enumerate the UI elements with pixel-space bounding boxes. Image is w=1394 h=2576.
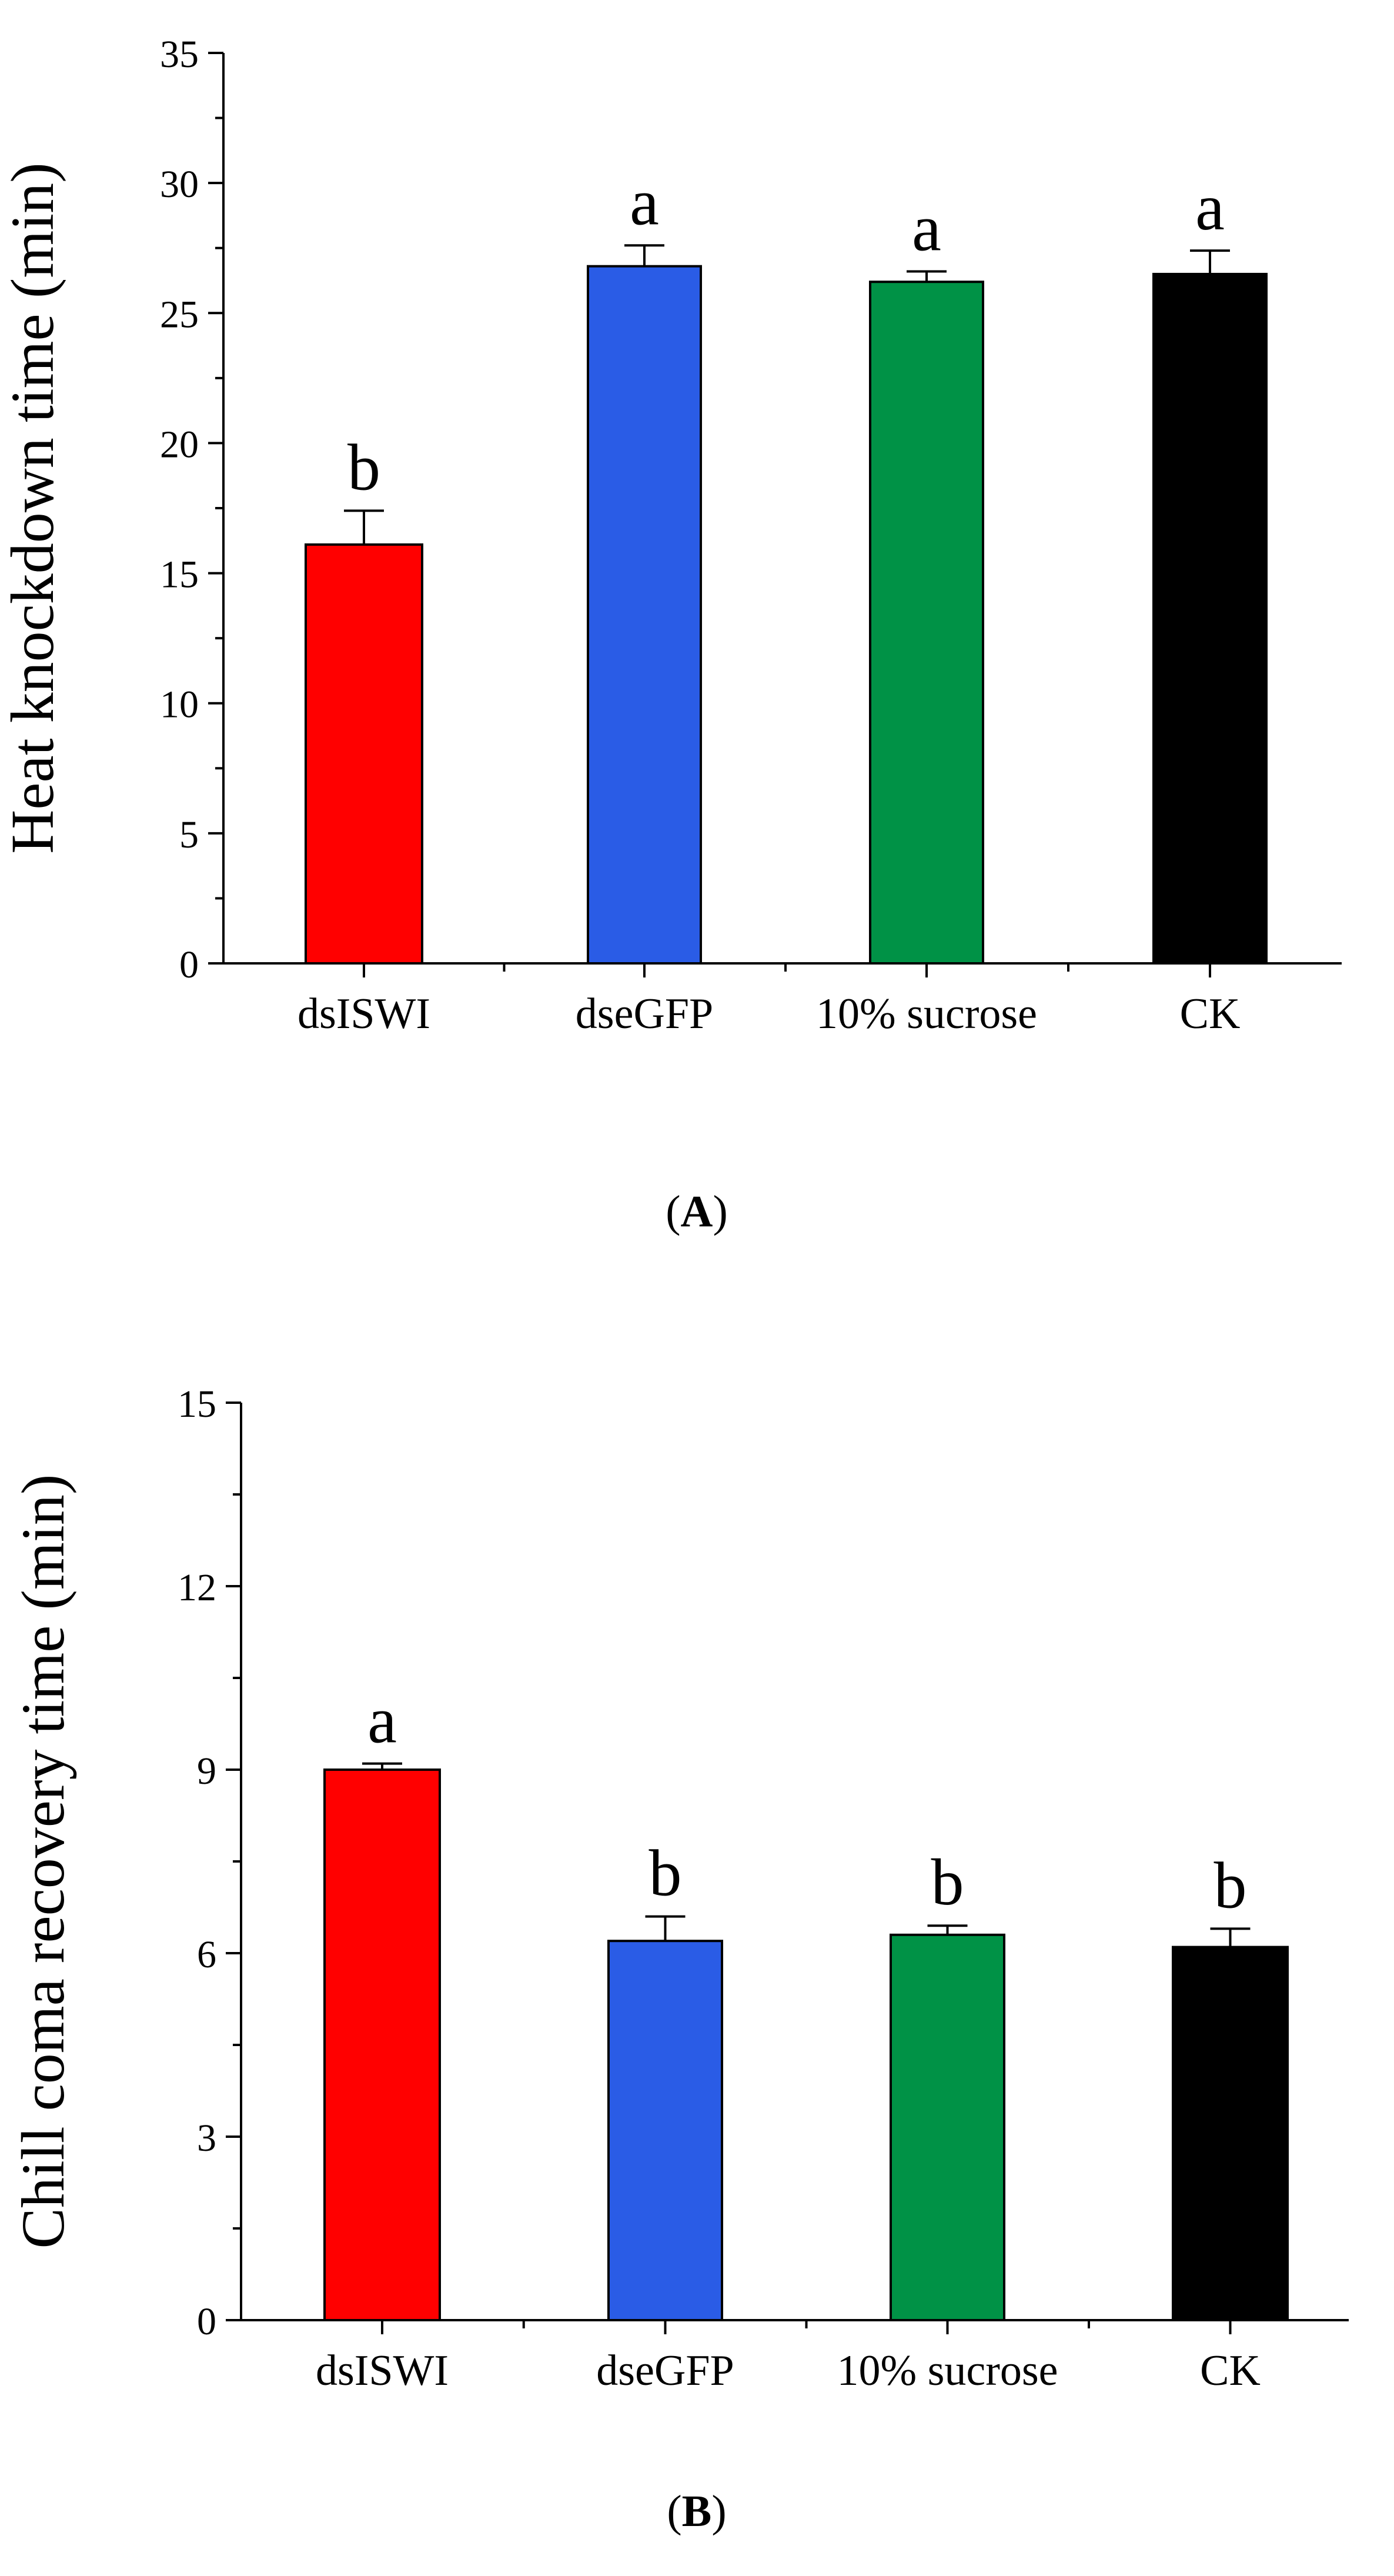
x-tick-label: dseGFP: [596, 2347, 734, 2395]
y-tick-label: 20: [160, 423, 199, 466]
panel-a-chart: 0 5 10 15 20 25 30 35 b dsISWI a dseGFP a 10% sucrose…: [0, 33, 1342, 1236]
panel-caption: (A): [666, 1187, 728, 1236]
x-tick-label: dseGFP: [576, 990, 713, 1038]
y-tick-label: 10: [160, 683, 199, 726]
panel-caption: (B): [667, 2487, 726, 2536]
y-tick-label: 15: [178, 1383, 216, 1426]
significance-letter: a: [1195, 171, 1225, 244]
x-tick-label: 10% sucrose: [837, 2347, 1058, 2395]
x-tick-label: 10% sucrose: [816, 990, 1037, 1038]
y-tick-label: 9: [197, 1750, 216, 1793]
x-tick-label: dsISWI: [316, 2347, 449, 2395]
y-tick-label: 5: [179, 813, 199, 856]
panel-b-chart: 0 3 6 9 12 15 a dsISWI b dseGFP b 10% sucrose b CK Chi…: [9, 1383, 1349, 2536]
caption-open-paren: (: [667, 2487, 681, 2536]
bar: [1172, 1946, 1289, 2322]
bar: [869, 281, 984, 965]
significance-letter: b: [931, 1846, 964, 1919]
y-axis-title: Chill coma recovery time (min): [9, 1474, 77, 2249]
y-tick-label: 15: [160, 553, 199, 596]
significance-letter: b: [1214, 1849, 1247, 1922]
x-tick-label: dsISWI: [297, 990, 430, 1038]
significance-letter: b: [347, 431, 380, 504]
bar: [305, 543, 423, 965]
y-tick-label: 30: [160, 163, 199, 206]
y-tick-label: 3: [197, 2117, 216, 2160]
y-axis-title: Heat knockdown time (min): [0, 162, 66, 853]
x-tick-label: CK: [1200, 2347, 1261, 2395]
y-tick-label: 25: [160, 293, 199, 336]
caption-open-paren: (: [666, 1187, 680, 1236]
caption-letter: A: [681, 1187, 713, 1236]
bar: [1152, 272, 1268, 965]
x-tick-label: CK: [1180, 990, 1241, 1038]
bar: [323, 1769, 441, 2321]
caption-close-paren: ): [711, 2487, 726, 2536]
bar: [587, 265, 702, 965]
significance-letter: a: [912, 192, 941, 265]
caption-close-paren: ): [713, 1187, 727, 1236]
bar: [890, 1933, 1005, 2322]
y-tick-label: 12: [178, 1566, 216, 1609]
y-tick-label: 6: [197, 1933, 216, 1976]
caption-letter: B: [682, 2487, 712, 2536]
bar: [607, 1940, 723, 2321]
significance-letter: b: [649, 1837, 682, 1910]
y-tick-label: 35: [160, 33, 199, 76]
y-tick-label: 0: [179, 943, 199, 986]
y-tick-label: 0: [197, 2300, 216, 2343]
significance-letter: a: [367, 1684, 397, 1757]
significance-letter: a: [630, 166, 659, 239]
